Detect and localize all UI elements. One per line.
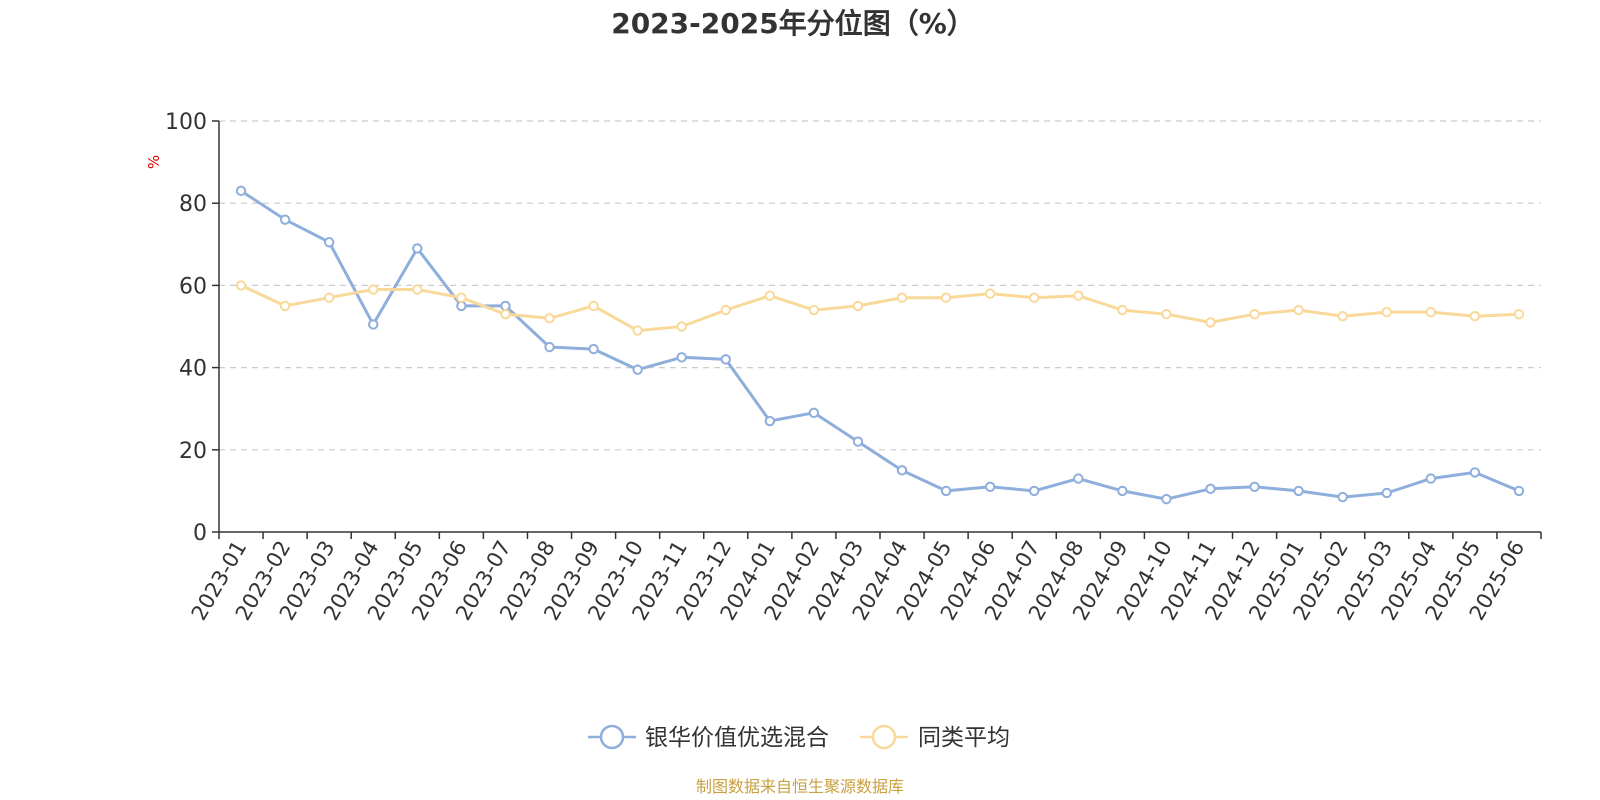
data-point[interactable] — [368, 319, 379, 330]
data-point[interactable] — [1293, 304, 1304, 316]
data-point[interactable] — [808, 407, 820, 419]
data-point[interactable] — [1425, 473, 1437, 484]
data-point[interactable] — [323, 292, 335, 303]
data-point[interactable] — [1469, 311, 1481, 322]
data-point[interactable] — [676, 321, 687, 332]
series-lines — [235, 185, 1525, 505]
data-point[interactable] — [412, 284, 423, 295]
data-point[interactable] — [808, 304, 820, 316]
data-point[interactable] — [1161, 308, 1172, 320]
data-point[interactable] — [588, 343, 599, 355]
legend-marker — [871, 724, 897, 750]
data-point[interactable] — [1073, 290, 1084, 301]
series-line — [240, 284, 1520, 333]
data-point[interactable] — [1205, 317, 1216, 328]
data-point[interactable] — [544, 341, 555, 353]
series-0 — [235, 185, 1525, 505]
data-point[interactable] — [764, 415, 776, 427]
data-point[interactable] — [279, 300, 291, 312]
data-point[interactable] — [235, 280, 247, 291]
data-point[interactable] — [896, 465, 908, 476]
y-tick-label: 100 — [165, 110, 207, 135]
data-point[interactable] — [456, 292, 467, 303]
data-point[interactable] — [500, 300, 511, 312]
data-point[interactable] — [323, 237, 335, 248]
data-point[interactable] — [852, 300, 864, 312]
legend-marker — [599, 724, 625, 750]
data-point[interactable] — [588, 300, 599, 312]
legend: 银华价值优选混合 同类平均 — [588, 724, 1010, 751]
data-point[interactable] — [1469, 467, 1481, 478]
legend-item-1[interactable]: 同类平均 — [860, 724, 1010, 751]
series-1 — [235, 280, 1525, 336]
data-point[interactable] — [1029, 485, 1040, 497]
y-tick-label: 60 — [179, 274, 207, 299]
data-point[interactable] — [1337, 491, 1348, 503]
data-point[interactable] — [500, 308, 511, 320]
y-tick-label: 80 — [179, 192, 207, 217]
data-point[interactable] — [632, 364, 643, 375]
data-point[interactable] — [984, 288, 996, 299]
data-point[interactable] — [1337, 311, 1348, 322]
legend-label: 同类平均 — [918, 725, 1010, 751]
data-point[interactable] — [235, 185, 247, 197]
data-point[interactable] — [1513, 485, 1525, 497]
data-point[interactable] — [1425, 306, 1437, 318]
data-point[interactable] — [764, 290, 776, 301]
y-tick-label: 40 — [179, 357, 207, 382]
data-point[interactable] — [279, 214, 291, 225]
series-line — [240, 189, 1520, 501]
data-point[interactable] — [1117, 485, 1128, 497]
data-point[interactable] — [1513, 308, 1525, 320]
y-tick-label: 0 — [193, 521, 207, 546]
data-point[interactable] — [676, 352, 687, 363]
data-point[interactable] — [984, 481, 996, 492]
legend-item-0[interactable]: 银华价值优选混合 — [588, 724, 829, 751]
chart-title: 2023-2025年分位图（%） — [611, 7, 975, 40]
y-axis-unit-label: % — [145, 155, 163, 169]
data-point[interactable] — [1381, 306, 1392, 318]
data-point[interactable] — [720, 354, 731, 365]
legend-label: 银华价值优选混合 — [645, 725, 829, 751]
data-point[interactable] — [1029, 292, 1040, 303]
data-point[interactable] — [852, 436, 864, 447]
data-point[interactable] — [368, 284, 379, 295]
data-point[interactable] — [1249, 308, 1260, 320]
y-tick-label: 20 — [179, 439, 207, 464]
data-point[interactable] — [1249, 481, 1260, 492]
grid-lines — [219, 120, 1541, 451]
data-point[interactable] — [720, 304, 731, 316]
source-note: 制图数据来自恒生聚源数据库 — [696, 777, 904, 796]
data-point[interactable] — [1073, 473, 1084, 484]
data-point[interactable] — [1293, 485, 1304, 497]
data-point[interactable] — [940, 485, 952, 497]
data-point[interactable] — [412, 243, 423, 254]
data-point[interactable] — [632, 325, 643, 336]
data-point[interactable] — [1161, 493, 1172, 505]
data-point[interactable] — [1117, 304, 1128, 316]
data-point[interactable] — [456, 300, 467, 312]
data-point[interactable] — [544, 313, 555, 324]
data-point[interactable] — [896, 292, 908, 303]
data-point[interactable] — [1205, 483, 1216, 495]
data-point[interactable] — [1381, 487, 1392, 499]
data-point[interactable] — [940, 292, 952, 303]
